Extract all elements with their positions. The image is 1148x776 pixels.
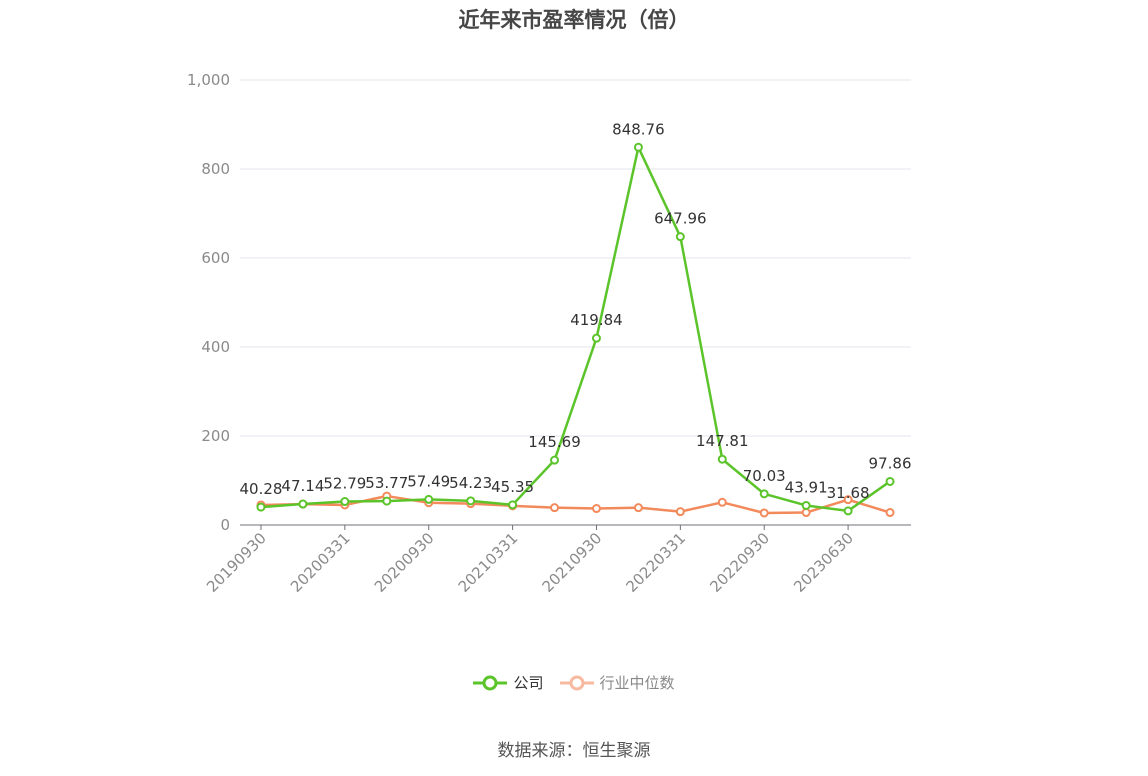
x-tick-label: 20210930 — [539, 529, 606, 596]
industry-series-line — [260, 494, 891, 515]
company-data-point — [885, 476, 895, 486]
data-label: 848.76 — [612, 120, 665, 138]
y-tick-label: 1,000 — [187, 71, 230, 89]
data-label: 47.14 — [281, 477, 324, 495]
x-tick-label: 20220331 — [622, 529, 689, 596]
industry-data-point — [591, 504, 601, 514]
x-tick-label: 20200930 — [371, 529, 438, 596]
data-label: 53.77 — [365, 474, 408, 492]
company-data-point — [424, 494, 434, 504]
data-label: 54.23 — [449, 474, 492, 492]
data-label: 57.49 — [407, 472, 450, 490]
company-data-point — [633, 142, 643, 152]
industry-legend-icon — [559, 675, 594, 690]
data-label: 647.96 — [654, 210, 707, 228]
data-label: 52.79 — [323, 475, 366, 493]
industry-data-point — [843, 495, 853, 505]
data-label: 40.28 — [239, 480, 282, 498]
data-source: 数据来源：恒生聚源 — [497, 741, 651, 761]
industry-data-point — [633, 503, 643, 513]
company-data-point — [256, 502, 266, 512]
data-label: 145.69 — [528, 433, 581, 451]
data-label: 31.68 — [827, 484, 870, 502]
company-data-point — [759, 489, 769, 499]
y-tick-label: 0 — [220, 516, 230, 534]
company-data-point — [466, 496, 476, 506]
industry-data-point — [550, 503, 560, 513]
y-tick-label: 800 — [201, 160, 230, 178]
company-data-point — [801, 500, 811, 510]
industry-data-point — [675, 507, 685, 517]
legend-item-industry[interactable]: 行业中位数 — [559, 672, 675, 693]
company-data-point — [340, 497, 350, 507]
x-tick-label: 20210331 — [455, 529, 522, 596]
industry-data-point — [759, 508, 769, 518]
company-data-point — [675, 232, 685, 242]
company-legend-icon — [473, 675, 508, 690]
chart-title: 近年来市盈率情况（倍） — [458, 8, 690, 32]
legend-item-company[interactable]: 公司 — [473, 672, 544, 693]
data-label: 43.91 — [785, 478, 828, 496]
data-label: 45.35 — [491, 478, 534, 496]
company-data-point — [550, 455, 560, 465]
company-data-point — [591, 333, 601, 343]
data-label: 147.81 — [696, 432, 749, 450]
company-data-point — [382, 496, 392, 506]
industry-data-point — [717, 497, 727, 507]
chart-legend: 公司 行业中位数 — [0, 672, 1148, 693]
data-label: 419.84 — [570, 311, 623, 329]
y-tick-label: 600 — [201, 249, 230, 267]
company-data-point — [843, 506, 853, 516]
data-label: 97.86 — [869, 454, 912, 472]
legend-label-company: 公司 — [513, 674, 544, 692]
x-tick-label: 20190930 — [203, 529, 270, 596]
legend-label-industry: 行业中位数 — [599, 674, 675, 692]
company-data-point — [717, 454, 727, 464]
company-data-point — [298, 499, 308, 509]
industry-data-point — [801, 508, 811, 518]
company-data-point — [508, 500, 518, 510]
y-tick-label: 400 — [201, 338, 230, 356]
company-series-line — [260, 146, 891, 513]
industry-data-point — [885, 508, 895, 518]
x-tick-label: 20220930 — [706, 529, 773, 596]
x-tick-label: 20230630 — [790, 529, 857, 596]
y-tick-label: 200 — [201, 427, 230, 445]
data-label: 70.03 — [743, 467, 786, 485]
x-tick-label: 20200331 — [287, 529, 354, 596]
